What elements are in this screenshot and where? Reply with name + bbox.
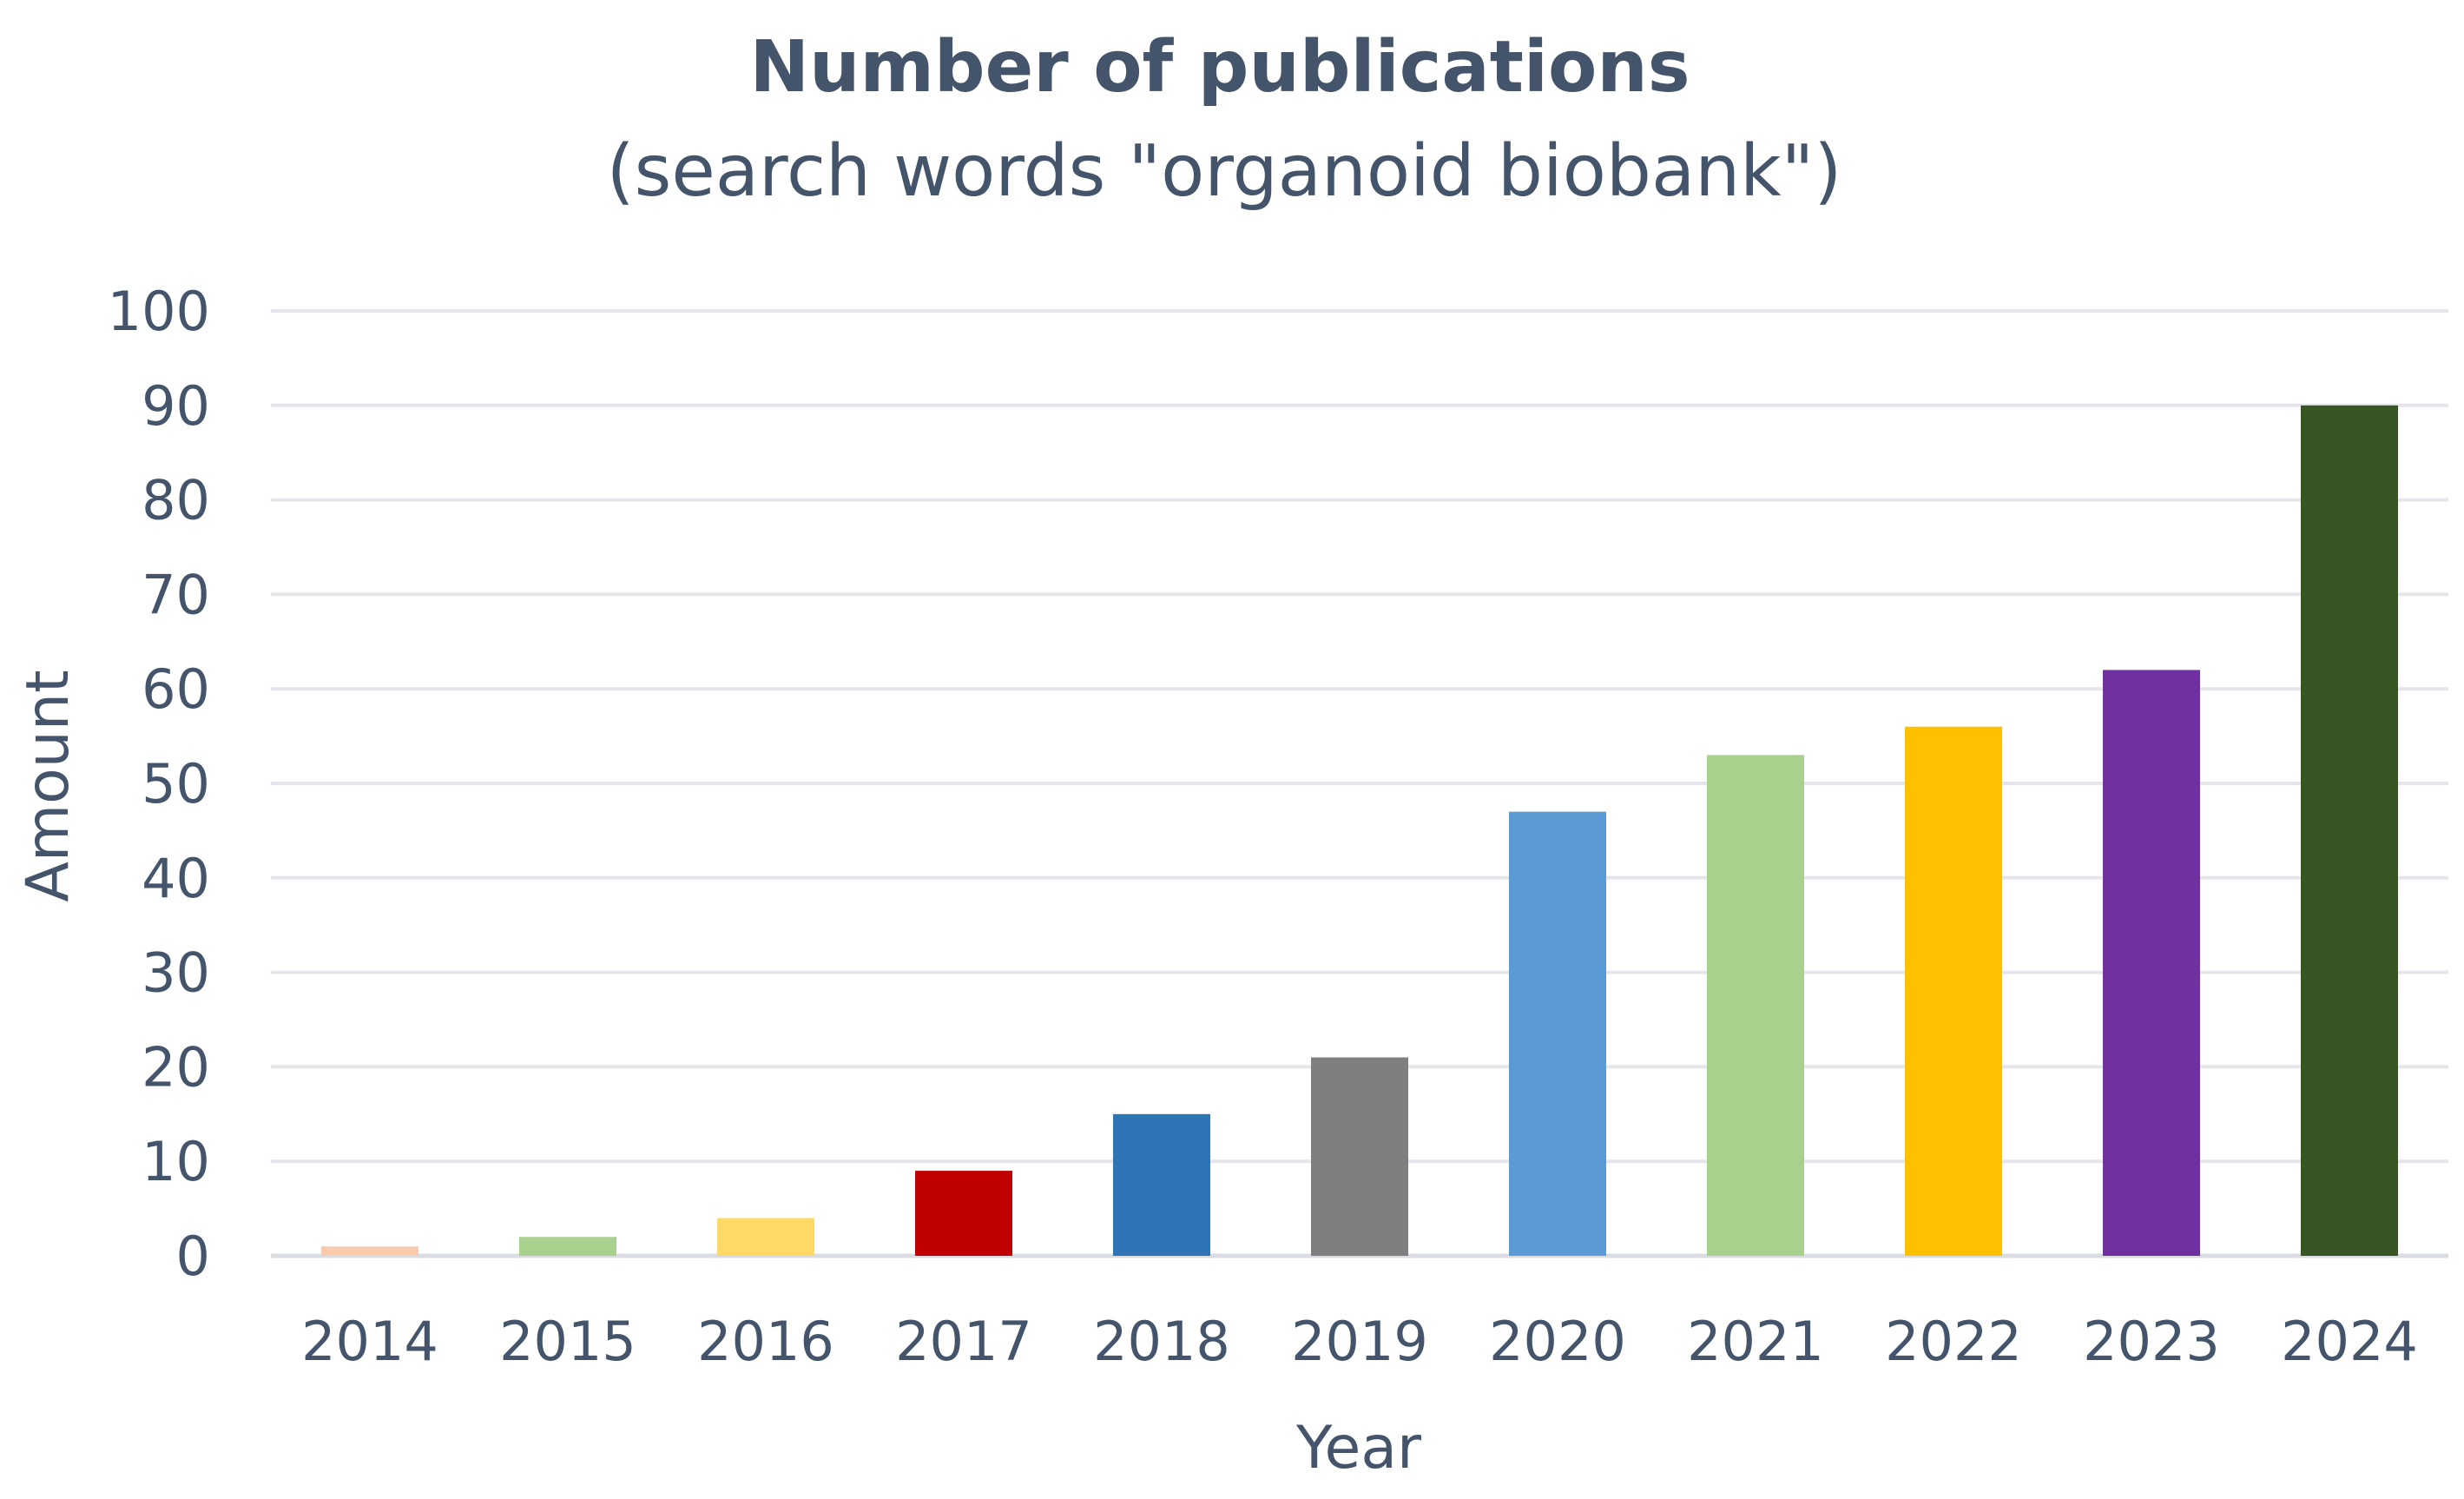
- x-tick-label: 2020: [1489, 1310, 1626, 1373]
- bar-2018: [1113, 1113, 1210, 1256]
- chart-title: Number of publications: [749, 26, 1690, 109]
- gridlines: [271, 309, 2448, 1258]
- y-tick-label: 60: [142, 657, 210, 721]
- y-tick-label: 20: [142, 1035, 210, 1099]
- y-tick-label: 40: [142, 847, 210, 910]
- x-tick-label: 2015: [499, 1310, 636, 1373]
- y-axis-title: Amount: [14, 670, 82, 901]
- bar-2022: [1905, 726, 2002, 1256]
- bar-2014: [321, 1246, 418, 1256]
- bars: [321, 405, 2398, 1256]
- y-tick-label: 50: [142, 752, 210, 816]
- bar-2019: [1311, 1057, 1408, 1256]
- bar-2021: [1707, 755, 1804, 1256]
- x-tick-label: 2022: [1885, 1310, 2022, 1373]
- x-axis-ticks: 2014 2015 2016 2017 2018 2019 2020 2021 2022 2023…: [301, 1310, 2418, 1373]
- x-tick-label: 2024: [2281, 1310, 2418, 1373]
- y-axis-ticks: 0 10 20 30 40 50 60 70 80 90 100: [108, 280, 210, 1288]
- x-tick-label: 2018: [1093, 1310, 1230, 1373]
- bar-2016: [717, 1218, 814, 1256]
- y-tick-label: 100: [108, 280, 210, 343]
- bar-2015: [519, 1237, 616, 1256]
- x-axis-title: Year: [1295, 1414, 1421, 1482]
- y-tick-label: 10: [142, 1130, 210, 1193]
- x-tick-label: 2021: [1687, 1310, 1824, 1373]
- y-tick-label: 90: [142, 374, 210, 438]
- bar-2017: [915, 1171, 1012, 1256]
- bar-2023: [2103, 670, 2200, 1256]
- x-tick-label: 2016: [697, 1310, 834, 1373]
- x-tick-label: 2017: [895, 1310, 1032, 1373]
- x-tick-label: 2014: [301, 1310, 438, 1373]
- x-tick-label: 2019: [1291, 1310, 1428, 1373]
- bar-2024: [2301, 405, 2398, 1256]
- x-tick-label: 2023: [2083, 1310, 2220, 1373]
- bar-2020: [1509, 811, 1606, 1256]
- y-tick-label: 0: [176, 1225, 210, 1288]
- y-tick-label: 80: [142, 469, 210, 532]
- y-tick-label: 70: [142, 563, 210, 626]
- chart-subtitle: (search words "organoid biobank"): [607, 130, 1842, 213]
- y-tick-label: 30: [142, 941, 210, 1005]
